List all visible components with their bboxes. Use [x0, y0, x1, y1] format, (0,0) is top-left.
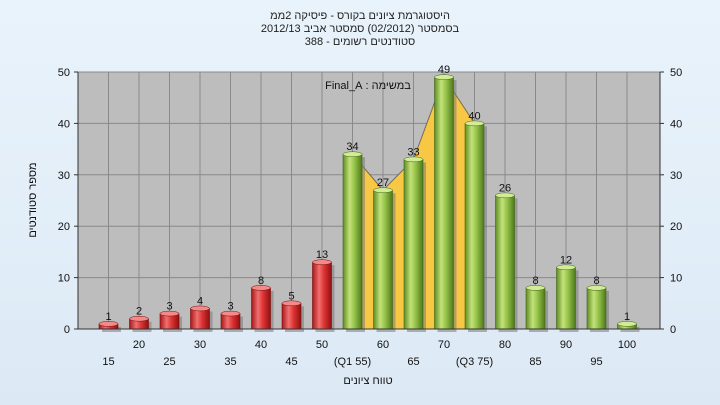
bar-40 [251, 287, 271, 330]
x-tick-label: 70 [438, 339, 450, 351]
bar-top [403, 156, 424, 163]
bar-top [98, 321, 119, 327]
bar-75 [464, 123, 485, 330]
y-tick-label-left: 10 [58, 273, 70, 285]
y-tick-label-left: 50 [58, 67, 70, 79]
bar-value-label: 4 [197, 295, 203, 307]
bar-top [495, 192, 515, 199]
x-tick-label: 45 [285, 356, 297, 368]
y-tick-label-right: 0 [670, 324, 676, 336]
bar-90 [556, 267, 576, 330]
bar-value-label: 49 [438, 64, 450, 76]
bar-65 [403, 159, 424, 330]
x-tick-label: 40 [255, 339, 267, 351]
y-tick-label-right: 30 [670, 170, 682, 182]
bar-top [464, 120, 485, 127]
x-tick-label: 90 [560, 339, 572, 351]
bar-top [190, 305, 210, 312]
bar-70 [434, 76, 454, 330]
bar-top [525, 285, 546, 291]
x-tick-label: (Q3 75) [456, 356, 493, 368]
x-tick-label: 50 [316, 339, 328, 351]
bar-top [129, 315, 149, 322]
bar-top [434, 74, 454, 80]
y-tick-label-left: 0 [64, 324, 70, 336]
x-tick-label: 80 [499, 339, 511, 351]
bar-80 [495, 195, 515, 330]
bar-top [373, 187, 393, 193]
x-tick-label: 15 [102, 356, 114, 368]
bar-top [586, 285, 607, 291]
bar-top [220, 310, 241, 317]
bar-value-label: 26 [499, 182, 511, 194]
y-tick-label-right: 40 [670, 118, 682, 130]
bar-value-label: 12 [560, 254, 572, 266]
y-tick-label-right: 20 [670, 221, 682, 233]
bar-60 [373, 189, 393, 330]
bar-top [251, 285, 271, 291]
y-tick-label-left: 20 [58, 221, 70, 233]
bar-85 [525, 287, 546, 330]
bar-value-label: 34 [346, 141, 358, 153]
y-tick-label-right: 10 [670, 273, 682, 285]
x-tick-label: 30 [194, 339, 206, 351]
bar-value-label: 1 [624, 311, 630, 323]
bar-value-label: 8 [532, 275, 538, 287]
bar-value-label: 2 [136, 306, 142, 318]
bar-top [312, 259, 332, 265]
chart-title: היסטוגרמת ציונים בקורס - פיסיקה 2ממ בסמס… [0, 10, 720, 49]
x-tick-label: 25 [163, 356, 175, 368]
bar-50 [312, 261, 332, 330]
x-tick-label: 95 [590, 356, 602, 368]
x-axis-label: טווח ציונים [343, 375, 392, 387]
x-tick-label: 100 [618, 339, 636, 351]
bar-value-label: 8 [593, 275, 599, 287]
bar-top [617, 321, 637, 327]
bar-value-label: 27 [377, 177, 389, 189]
x-tick-label: 65 [407, 356, 419, 368]
y-tick-label-left: 30 [58, 170, 70, 182]
bar-value-label: 13 [316, 249, 328, 261]
bar-value-label: 8 [258, 275, 264, 287]
bar-value-label: 33 [407, 146, 419, 158]
chart-annotation: במשימה : Final_A [325, 80, 411, 92]
bar-value-label: 3 [227, 301, 233, 313]
y-tick-label-right: 50 [670, 67, 682, 79]
bar-45 [281, 302, 302, 330]
x-tick-label: 60 [377, 339, 389, 351]
x-tick-label: (Q1 55) [334, 356, 371, 368]
bar-top [556, 264, 576, 271]
title-line-3: סטודנטים רשומים - 388 [304, 36, 416, 48]
bar-top [342, 151, 363, 157]
x-tick-label: 35 [224, 356, 236, 368]
x-tick-label: 20 [133, 339, 145, 351]
bar-value-label: 5 [288, 290, 294, 302]
bar-value-label: 1 [105, 311, 111, 323]
bar-30 [190, 308, 210, 330]
bar-value-label: 40 [468, 110, 480, 122]
title-line-1: היסטוגרמת ציונים בקורס - פיסיקה 2ממ [270, 10, 450, 22]
bar-top [159, 310, 180, 317]
bar-55 [342, 153, 363, 330]
y-tick-label-left: 40 [58, 118, 70, 130]
bar-95 [586, 287, 607, 330]
x-tick-label: 85 [529, 356, 541, 368]
y-axis-label: מספר סטודנטים [27, 162, 39, 237]
title-line-2: בסמסטר (02/2012) סמסטר אביב 2012/13 [260, 23, 460, 35]
bar-top [281, 300, 302, 307]
bar-value-label: 3 [166, 301, 172, 313]
